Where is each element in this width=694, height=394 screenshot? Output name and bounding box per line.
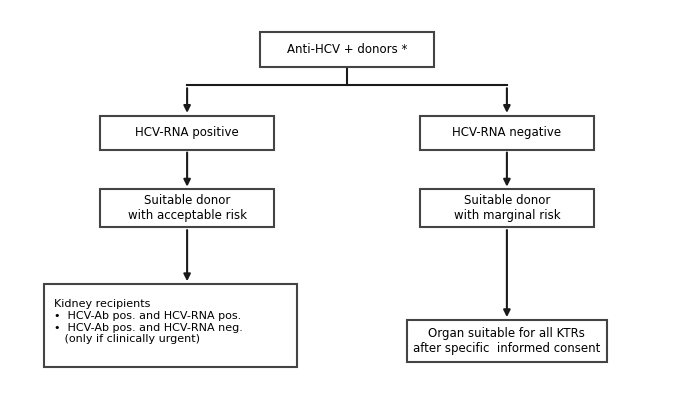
FancyBboxPatch shape [421,190,593,227]
FancyBboxPatch shape [101,190,273,227]
Text: HCV-RNA positive: HCV-RNA positive [135,126,239,139]
FancyBboxPatch shape [407,320,607,362]
Text: Kidney recipients
•  HCV-Ab pos. and HCV-RNA pos.
•  HCV-Ab pos. and HCV-RNA neg: Kidney recipients • HCV-Ab pos. and HCV-… [54,299,243,344]
Text: Suitable donor
with acceptable risk: Suitable donor with acceptable risk [128,194,246,222]
FancyBboxPatch shape [260,32,434,67]
FancyBboxPatch shape [101,116,273,150]
Text: Anti-HCV + donors *: Anti-HCV + donors * [287,43,407,56]
Text: Organ suitable for all KTRs
after specific  informed consent: Organ suitable for all KTRs after specif… [413,327,600,355]
FancyBboxPatch shape [421,116,593,150]
FancyBboxPatch shape [44,284,297,367]
Text: Suitable donor
with marginal risk: Suitable donor with marginal risk [454,194,560,222]
Text: HCV-RNA negative: HCV-RNA negative [452,126,561,139]
